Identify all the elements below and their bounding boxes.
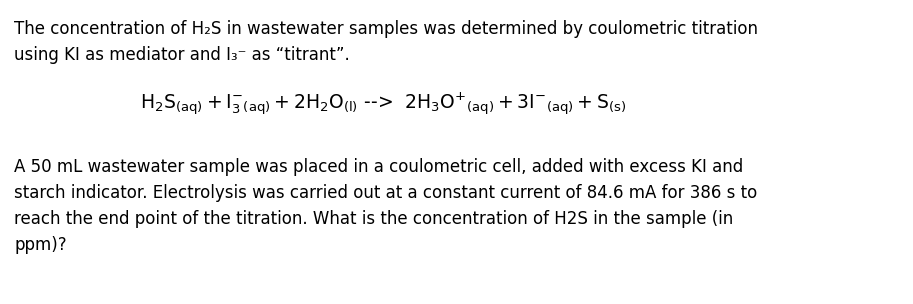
Text: reach the end point of the titration. What is the concentration of H2S in the sa: reach the end point of the titration. Wh… [14, 210, 733, 228]
Text: starch indicator. Electrolysis was carried out at a constant current of 84.6 mA : starch indicator. Electrolysis was carri… [14, 184, 757, 202]
Text: $\mathregular{H_2S_{(aq)} + I_3^{-}{}_{(aq)} + 2H_2O_{(l)}}$ -->  $\mathregular{: $\mathregular{H_2S_{(aq)} + I_3^{-}{}_{(… [141, 90, 626, 117]
Text: ppm)?: ppm)? [14, 236, 67, 254]
Text: The concentration of H₂S in wastewater samples was determined by coulometric tit: The concentration of H₂S in wastewater s… [14, 20, 758, 38]
Text: A 50 mL wastewater sample was placed in a coulometric cell, added with excess KI: A 50 mL wastewater sample was placed in … [14, 158, 743, 176]
Text: using KI as mediator and I₃⁻ as “titrant”.: using KI as mediator and I₃⁻ as “titrant… [14, 46, 350, 64]
